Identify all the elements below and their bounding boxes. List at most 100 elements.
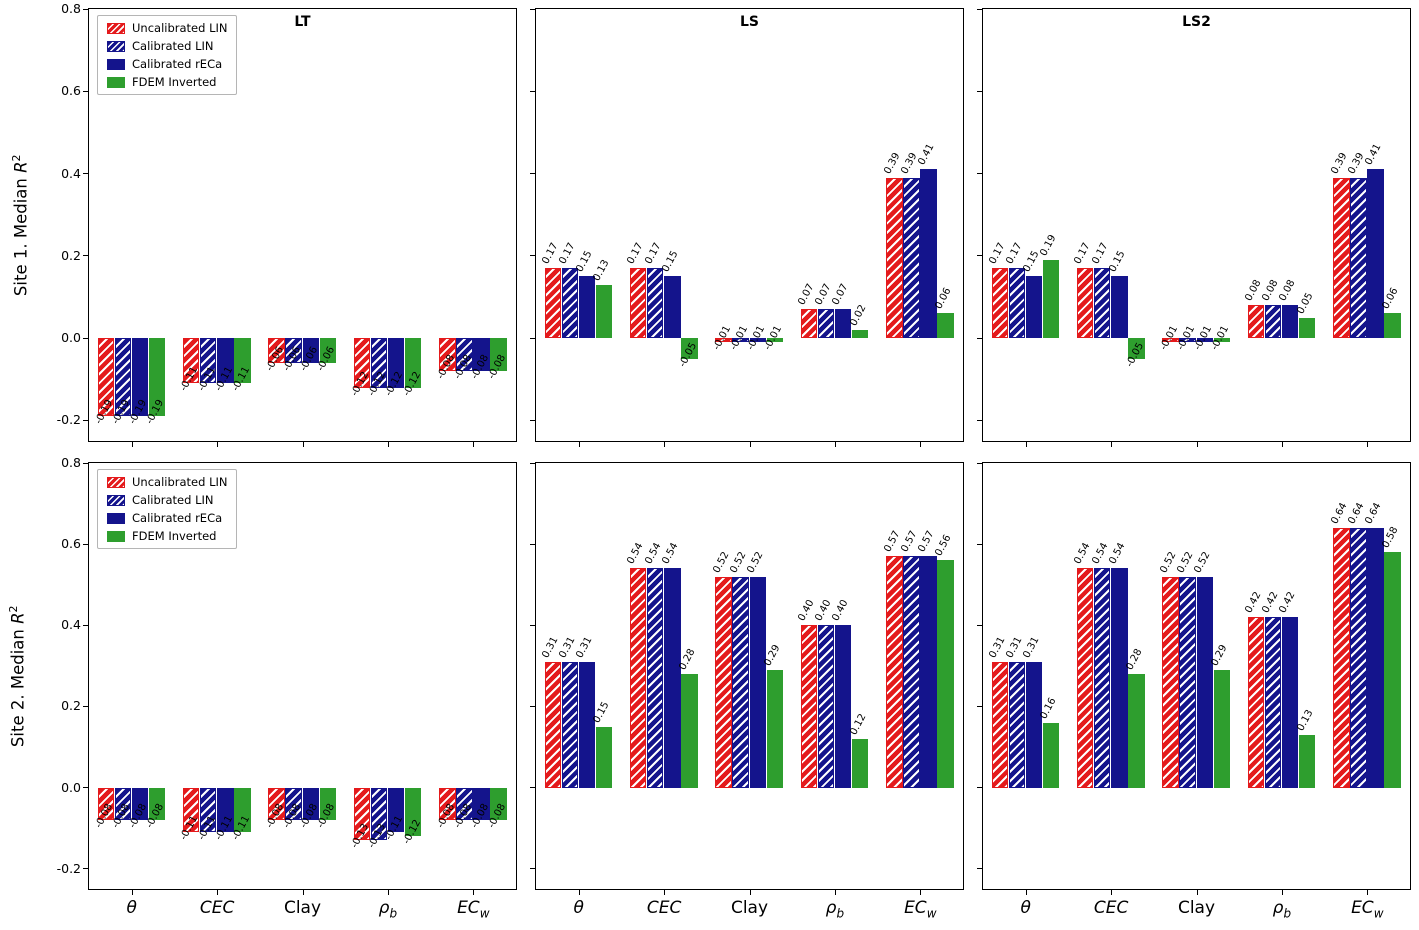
bar xyxy=(1213,669,1231,788)
y-tick-label: 0.6 xyxy=(61,536,81,552)
bar xyxy=(148,787,166,821)
x-category-subscript: w xyxy=(1373,906,1384,921)
y-tick-mark xyxy=(977,337,983,339)
bar xyxy=(851,329,869,339)
bar-value-label: 0.42 xyxy=(1260,590,1281,616)
x-category-label: Clay xyxy=(283,898,322,918)
legend-label: Uncalibrated LIN xyxy=(132,475,228,489)
bar-value-label: 0.52 xyxy=(1175,549,1196,575)
x-tick-mark xyxy=(1281,441,1283,447)
bar xyxy=(217,338,234,384)
bar-value-label: 0.05 xyxy=(1294,290,1315,316)
bar-value-label: 0.17 xyxy=(540,241,561,267)
bar-value-label: 0.39 xyxy=(899,150,920,176)
bar-value-label: 0.42 xyxy=(1277,590,1298,616)
y-tick-mark xyxy=(530,90,536,92)
bar xyxy=(353,787,371,841)
bar xyxy=(1025,661,1043,788)
x-tick-mark xyxy=(217,889,219,895)
bar xyxy=(234,787,251,833)
bar xyxy=(715,338,732,343)
bar-value-label: 0.56 xyxy=(933,533,954,559)
bar xyxy=(131,338,149,417)
bar xyxy=(182,338,200,384)
bar-value-label: 0.19 xyxy=(1038,233,1059,258)
bar xyxy=(114,787,132,821)
bar-value-label: 0.39 xyxy=(1328,150,1350,176)
bar xyxy=(1264,617,1282,788)
bar xyxy=(1367,527,1384,788)
x-tick-mark xyxy=(664,441,666,447)
x-tick-mark xyxy=(920,889,922,895)
x-tick-mark xyxy=(1196,889,1198,895)
bar xyxy=(1264,305,1282,339)
y-tick-mark xyxy=(83,705,89,707)
bar xyxy=(302,787,319,821)
y-tick-mark xyxy=(530,787,536,789)
y-tick-mark xyxy=(83,787,89,789)
r-superscript: 2 xyxy=(6,605,20,613)
bar xyxy=(1333,527,1350,788)
legend-item: Calibrated rECa xyxy=(107,57,227,71)
y-axis-label-site1: Site 1. Median R2 xyxy=(10,8,31,442)
legend-swatch xyxy=(107,530,125,542)
x-tick-mark xyxy=(578,441,580,447)
bar-value-label: 0.08 xyxy=(1260,278,1281,304)
bar-value-label: 0.40 xyxy=(830,598,851,624)
bar-value-label: 0.52 xyxy=(711,549,732,575)
bar-value-label: 0.52 xyxy=(1192,549,1213,575)
bar xyxy=(1111,568,1128,788)
bar xyxy=(544,268,561,339)
bar-value-label: 0.17 xyxy=(642,241,663,267)
legend-label: Calibrated rECa xyxy=(132,511,223,525)
bar-value-label: 0.57 xyxy=(881,529,903,555)
bar xyxy=(114,338,132,417)
bar xyxy=(920,556,937,788)
panel-site1-lt: LT 0.8 0.6 0.4 0.2 0.0 -0.2 -0.19 -0.11 -0.06 -0.1… xyxy=(57,1,517,447)
x-category-subscript: b xyxy=(1283,906,1292,921)
bar-value-label: 0.31 xyxy=(1004,634,1025,660)
bar xyxy=(817,309,835,339)
bar xyxy=(732,576,749,788)
x-category-label: ρb xyxy=(378,898,398,921)
bar xyxy=(1281,305,1299,339)
y-tick-label: 0.0 xyxy=(61,779,81,795)
x-tick-mark xyxy=(1196,441,1198,447)
x-category-subscript: b xyxy=(389,906,398,921)
x-category-label: ECw xyxy=(457,898,490,921)
bar xyxy=(97,338,114,417)
legend: Uncalibrated LIN Calibrated LIN Calibrated… xyxy=(97,469,238,549)
x-category-subscript: w xyxy=(479,906,490,921)
bar xyxy=(903,556,920,788)
legend-item: FDEM Inverted xyxy=(107,529,227,543)
bar xyxy=(1384,552,1401,788)
bar xyxy=(715,576,732,788)
bar xyxy=(234,338,251,384)
bar xyxy=(490,787,507,821)
bar xyxy=(766,669,784,788)
bar-value-label: 0.31 xyxy=(574,634,595,660)
legend: Uncalibrated LIN Calibrated LIN Calibrated… xyxy=(97,15,238,95)
bar xyxy=(302,338,319,363)
legend-swatch xyxy=(107,494,125,506)
bar xyxy=(937,313,954,339)
bar xyxy=(1213,338,1231,343)
y-tick-mark xyxy=(530,624,536,626)
y-tick-mark xyxy=(83,543,89,545)
bar xyxy=(937,560,954,788)
r-superscript: 2 xyxy=(9,154,23,162)
bar-value-label: 0.64 xyxy=(1346,501,1367,526)
r-symbol: R xyxy=(8,612,28,624)
bar xyxy=(991,268,1008,339)
bar xyxy=(182,787,200,833)
bar xyxy=(200,787,217,833)
bar-value-label: 0.07 xyxy=(830,282,851,308)
y-tick-mark xyxy=(83,173,89,175)
bar-value-label: 0.02 xyxy=(847,303,868,328)
y-tick-mark xyxy=(530,8,536,10)
bar xyxy=(1298,734,1316,788)
bar xyxy=(834,625,852,788)
x-tick-mark xyxy=(1367,889,1369,895)
legend-item: Calibrated LIN xyxy=(107,39,227,53)
bar xyxy=(800,625,818,788)
